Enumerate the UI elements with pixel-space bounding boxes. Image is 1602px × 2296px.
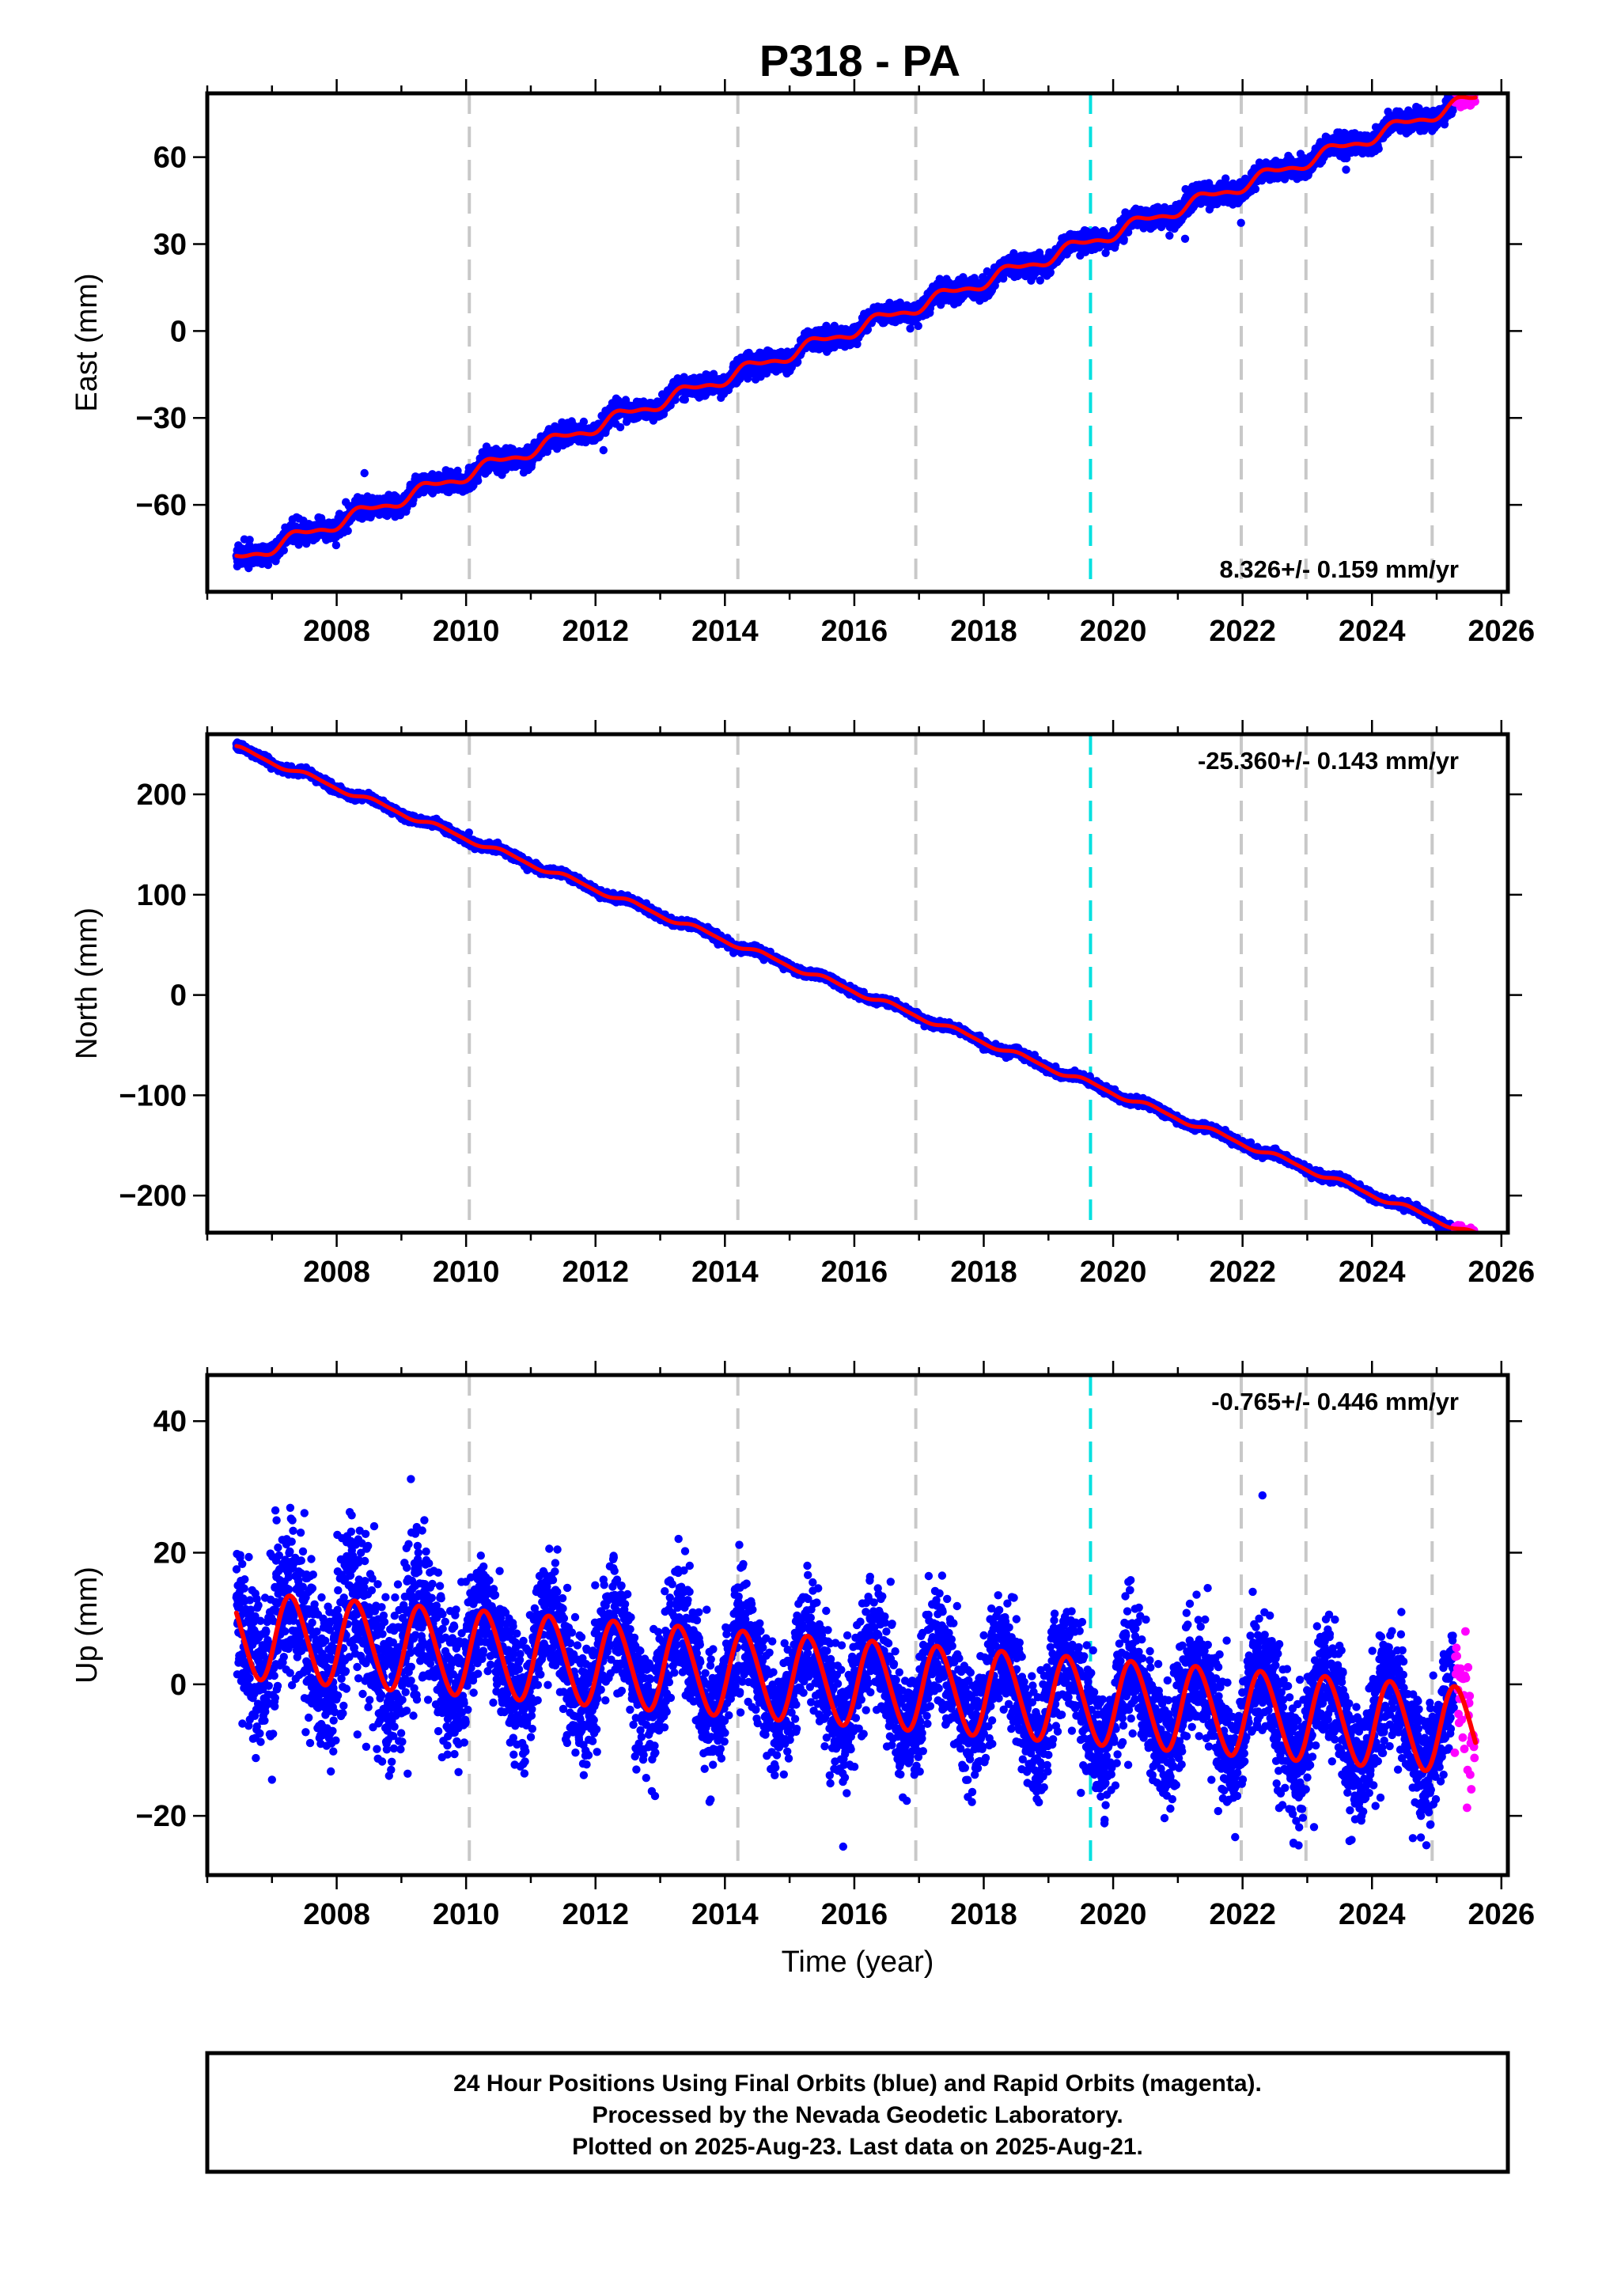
data-point [906,324,915,333]
data-point [474,476,483,485]
data-point [483,466,493,475]
plot-area [232,93,1479,592]
series-final-orbits [232,93,1460,573]
data-point [360,468,369,478]
data-point [331,540,341,550]
data-point [579,417,589,426]
data-point [615,422,625,432]
figure-title: P318 - PA [759,36,960,85]
data-point [599,445,608,455]
data-point [245,536,254,544]
data-point [914,321,922,331]
data-point [343,526,352,536]
data-point [1036,276,1045,285]
data-point [279,546,288,555]
data-point [1119,235,1128,244]
east-panel: 2008 2010 2012 2014 2016 2018 2020 2022 2024 2026… [70,79,1535,648]
